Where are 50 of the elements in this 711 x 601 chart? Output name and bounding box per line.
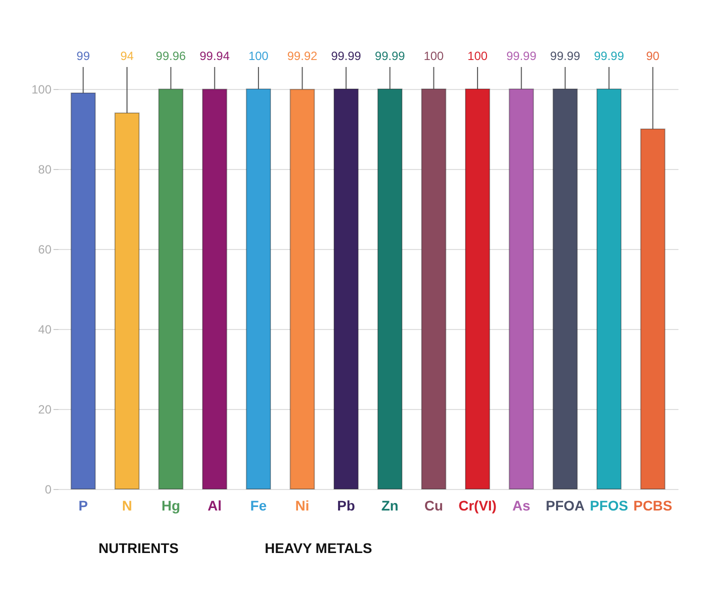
x-tick-label: PFOA xyxy=(546,498,585,514)
x-tick-label: Pb xyxy=(337,498,356,514)
data-label: 100 xyxy=(424,49,444,63)
data-label: 99 xyxy=(76,49,90,63)
data-label: 100 xyxy=(248,49,269,63)
x-tick-label: Al xyxy=(208,498,222,514)
x-tick-label: Zn xyxy=(381,498,398,514)
bar xyxy=(70,92,96,490)
bar xyxy=(290,88,315,490)
data-label: 99.96 xyxy=(156,49,186,63)
x-tick-label: N xyxy=(122,498,132,514)
bar xyxy=(114,112,140,490)
bar xyxy=(246,88,272,490)
bar xyxy=(334,88,359,490)
bar xyxy=(158,88,184,490)
bar xyxy=(640,128,666,490)
bar xyxy=(202,88,228,490)
x-tick-label: Hg xyxy=(161,498,180,514)
data-label: 99.99 xyxy=(594,49,624,63)
y-tick-label: 80 xyxy=(38,162,52,176)
bar xyxy=(464,88,490,490)
data-label: 94 xyxy=(120,49,134,63)
x-tick-label: Fe xyxy=(250,498,267,514)
x-tick-label: As xyxy=(512,498,531,514)
bar xyxy=(552,88,578,490)
bar xyxy=(596,88,622,490)
x-tick-label: PFOS xyxy=(590,498,628,514)
data-label: 99.94 xyxy=(200,49,230,63)
y-tick-label: 100 xyxy=(31,82,52,96)
y-tick-label: 0 xyxy=(44,482,52,496)
y-tick-label: 40 xyxy=(38,322,52,336)
data-label: 99.92 xyxy=(287,49,318,63)
x-tick-label: P xyxy=(78,498,88,514)
x-tick-label: PCBS xyxy=(633,498,672,514)
y-tick-label: 20 xyxy=(38,402,52,416)
data-label: 99.99 xyxy=(506,49,537,63)
data-label: 99.99 xyxy=(331,49,362,63)
data-label: 100 xyxy=(468,49,488,63)
x-tick-label: Ni xyxy=(295,498,310,514)
text: HEAVY METALS xyxy=(264,540,372,556)
bar xyxy=(421,88,446,490)
data-label: 99.99 xyxy=(550,49,581,63)
data-label: 99.99 xyxy=(374,49,406,63)
y-tick-label: 60 xyxy=(38,242,52,256)
x-tick-label: Cr(VI) xyxy=(458,498,497,514)
data-label: 90 xyxy=(646,49,660,63)
bar xyxy=(377,88,402,490)
bar xyxy=(508,88,534,490)
text: NUTRIENTS xyxy=(98,540,179,556)
x-tick-label: Cu xyxy=(424,498,444,514)
